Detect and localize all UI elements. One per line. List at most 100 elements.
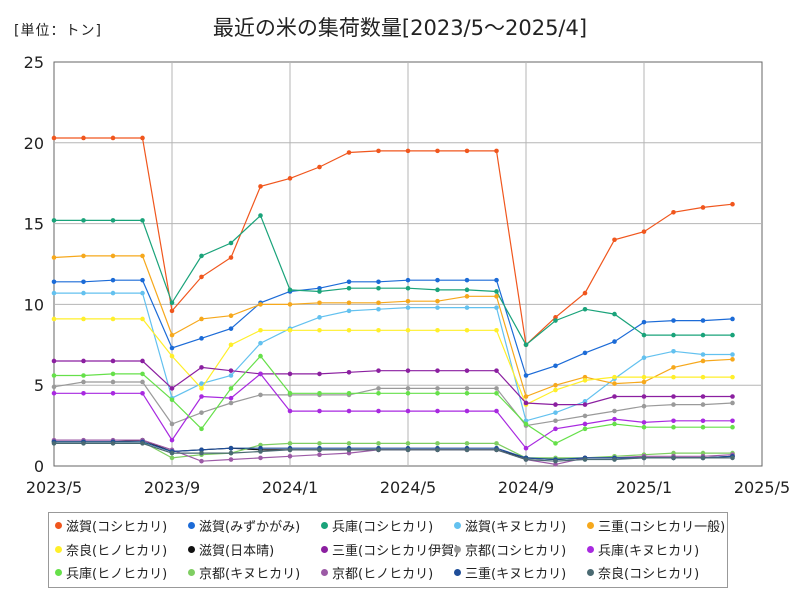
data-point bbox=[405, 368, 411, 373]
legend-label: 奈良(ヒノヒカリ) bbox=[66, 544, 168, 559]
data-point bbox=[494, 294, 499, 299]
series-layer bbox=[51, 135, 735, 467]
data-point bbox=[612, 394, 617, 399]
data-point bbox=[435, 287, 440, 293]
data-point bbox=[405, 390, 411, 396]
data-point bbox=[346, 441, 352, 446]
data-point bbox=[641, 319, 647, 325]
data-point bbox=[228, 395, 234, 401]
data-point bbox=[228, 400, 234, 406]
x-tick-label: 2025/1 bbox=[616, 478, 672, 497]
data-point bbox=[700, 402, 706, 407]
data-point bbox=[523, 421, 529, 427]
data-point bbox=[228, 445, 234, 451]
data-point bbox=[494, 368, 499, 373]
series-line bbox=[53, 255, 733, 398]
legend-marker bbox=[321, 546, 328, 553]
data-point bbox=[51, 316, 57, 322]
legend-item: 滋賀(みずかがみ) bbox=[188, 516, 300, 535]
data-point bbox=[110, 390, 116, 396]
data-point bbox=[494, 390, 499, 396]
data-point bbox=[317, 371, 322, 377]
data-point bbox=[612, 237, 617, 243]
data-point bbox=[81, 253, 86, 259]
data-point bbox=[258, 340, 263, 346]
data-point bbox=[81, 218, 86, 223]
data-point bbox=[730, 400, 735, 406]
data-point bbox=[317, 452, 322, 457]
data-point bbox=[346, 450, 352, 456]
series-4 bbox=[51, 253, 735, 399]
data-point bbox=[258, 392, 263, 398]
legend-item: 京都(コシヒカリ) bbox=[454, 540, 566, 559]
data-point bbox=[110, 290, 116, 296]
data-point bbox=[671, 209, 676, 215]
data-point bbox=[730, 352, 735, 357]
data-point bbox=[612, 381, 617, 386]
y-tick-label: 15 bbox=[24, 215, 44, 234]
data-point bbox=[199, 458, 204, 464]
data-point bbox=[435, 327, 440, 333]
data-point bbox=[405, 298, 411, 304]
data-point bbox=[641, 455, 647, 461]
legend-item: 兵庫(ヒノヒカリ) bbox=[55, 563, 167, 582]
chart-title: 最近の米の集荷数量[2023/5～2025/4] bbox=[212, 16, 588, 40]
data-point bbox=[494, 148, 499, 154]
data-point bbox=[199, 381, 204, 386]
data-point bbox=[287, 454, 293, 459]
data-point bbox=[140, 290, 145, 296]
data-point bbox=[81, 358, 86, 364]
series-5 bbox=[51, 316, 735, 407]
data-point bbox=[317, 300, 322, 306]
data-point bbox=[346, 408, 352, 414]
data-point bbox=[317, 315, 322, 320]
data-point bbox=[376, 285, 381, 291]
legend-item: 奈良(ヒノヒカリ) bbox=[55, 540, 167, 559]
data-point bbox=[582, 290, 588, 296]
data-point bbox=[51, 255, 57, 260]
data-point bbox=[612, 416, 617, 422]
x-tick-label: 2024/5 bbox=[380, 478, 436, 497]
data-point bbox=[464, 277, 470, 283]
data-point bbox=[700, 352, 706, 357]
data-point bbox=[700, 424, 706, 430]
series-line bbox=[54, 373, 733, 450]
legend-marker bbox=[587, 569, 594, 576]
data-point bbox=[641, 374, 647, 380]
data-point bbox=[523, 373, 529, 378]
legend-item: 滋賀(日本晴) bbox=[188, 540, 274, 559]
data-point bbox=[553, 458, 558, 464]
data-point bbox=[287, 441, 293, 446]
data-point bbox=[346, 308, 352, 314]
series-line bbox=[53, 381, 733, 427]
data-point bbox=[494, 327, 499, 333]
unit-label: [単位：トン] bbox=[14, 23, 102, 39]
data-point bbox=[228, 368, 234, 373]
legend-item: 滋賀(キヌヒカリ) bbox=[454, 516, 566, 535]
legend-item: 三重(コシヒカリ一般) bbox=[587, 516, 725, 535]
data-point bbox=[140, 358, 145, 364]
series-1 bbox=[51, 277, 735, 378]
data-point bbox=[641, 229, 647, 234]
data-point bbox=[199, 365, 204, 370]
data-point bbox=[81, 379, 86, 385]
data-point bbox=[376, 441, 381, 446]
legend-label: 京都(コシヒカリ) bbox=[465, 544, 567, 559]
data-point bbox=[376, 386, 381, 391]
legend-marker bbox=[55, 569, 62, 576]
legend-marker bbox=[188, 522, 195, 529]
data-point bbox=[346, 279, 352, 285]
data-point bbox=[51, 390, 57, 396]
series-2 bbox=[51, 213, 735, 348]
data-point bbox=[169, 421, 175, 427]
data-point bbox=[730, 394, 735, 399]
legend-item: 兵庫(コシヒカリ) bbox=[321, 516, 433, 535]
data-point bbox=[317, 289, 322, 294]
data-point bbox=[258, 371, 263, 377]
data-point bbox=[228, 240, 234, 246]
data-point bbox=[287, 408, 293, 414]
data-point bbox=[228, 457, 234, 462]
data-point bbox=[523, 445, 529, 451]
data-point bbox=[494, 305, 499, 310]
data-point bbox=[405, 327, 411, 333]
